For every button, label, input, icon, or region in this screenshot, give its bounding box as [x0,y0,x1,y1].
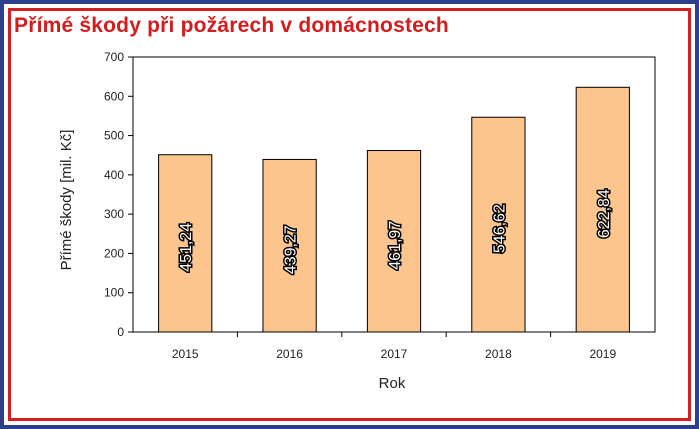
bar-2017 [366,150,422,333]
bar-data-label: 461,97 [387,221,404,270]
bar-2016 [262,158,317,333]
x-tick-label: 2017 [381,347,408,361]
bar-data-label: 622,84 [596,189,613,238]
y-tick-label: 300 [104,207,124,221]
bar-data-label: 439,27 [283,225,300,274]
y-axis-ticks: 0 100 200 300 400 500 600 700 [104,50,133,339]
chart-title: Přímé škody při požárech v domácnostech [14,14,449,37]
bar-2015 [158,154,213,333]
x-tick-label: 2018 [485,347,512,361]
x-axis-title: Rok [379,375,406,392]
y-tick-label: 100 [104,286,124,300]
x-tick-label: 2016 [276,347,303,361]
y-tick-label: 200 [104,246,124,260]
x-tick-label: 2019 [589,347,616,361]
bars: 451,24 439,27 461,97 546,62 622,84 [158,86,630,333]
y-tick-label: 500 [104,129,124,143]
bar-2019 [575,86,630,333]
bar-2018 [471,116,526,333]
x-tick-label: 2015 [172,347,199,361]
bar-data-label: 546,62 [491,204,508,253]
y-tick-label: 400 [104,168,124,182]
x-axis-ticks: 2015 2016 2017 2018 2019 [172,332,616,361]
y-tick-label: 600 [104,89,124,103]
bar-data-label: 451,24 [178,223,195,272]
y-tick-label: 700 [104,50,124,64]
y-axis-title: Přímé škody [mil. Kč] [58,130,75,271]
y-tick-label: 0 [117,325,124,339]
